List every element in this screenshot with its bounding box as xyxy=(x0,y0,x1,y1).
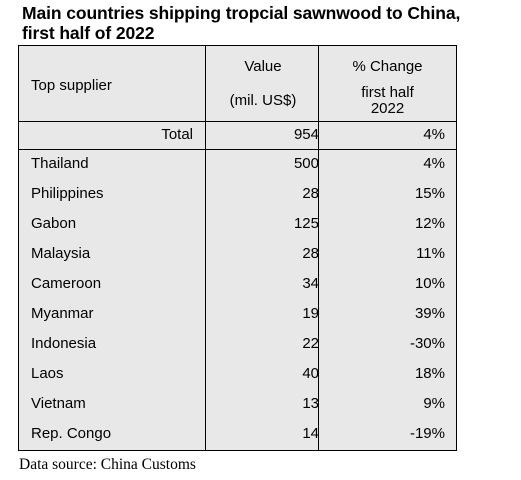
supplier-change: 11% xyxy=(416,245,445,262)
supplier-value: 125 xyxy=(293,215,319,232)
supplier-value: 22 xyxy=(302,335,319,352)
supplier-change: 39% xyxy=(414,305,445,322)
supplier-name: Rep. Congo xyxy=(31,425,112,442)
table-row: Rep. Congo 14 -19% xyxy=(19,420,456,450)
data-source-note: Data source: China Customs xyxy=(19,456,196,473)
supplier-value: 34 xyxy=(302,275,319,292)
supplier-name: Philippines xyxy=(31,185,104,202)
supplier-value: 28 xyxy=(302,245,319,262)
supplier-value: 14 xyxy=(302,425,319,442)
supplier-name: Thailand xyxy=(31,155,89,172)
supplier-value: 500 xyxy=(293,155,319,172)
supplier-change: 9% xyxy=(423,395,445,412)
chart-title: Main countries shipping tropcial sawnwoo… xyxy=(22,3,521,43)
supplier-change: -19% xyxy=(409,425,445,442)
supplier-change: 18% xyxy=(414,365,445,382)
table-row: Indonesia 22 -30% xyxy=(19,330,456,360)
supplier-name: Vietnam xyxy=(31,395,86,412)
total-label: Total xyxy=(161,126,193,143)
table-row: Laos 40 18% xyxy=(19,360,456,390)
table-body: Thailand 500 4% Philippines 28 15% Gabon 125 12%… xyxy=(19,150,456,450)
chart-title-line-1: Main countries shipping tropcial sawnwoo… xyxy=(22,3,461,23)
header-top-supplier: Top supplier xyxy=(31,77,112,94)
column-divider-1 xyxy=(205,46,206,450)
supplier-change: -30% xyxy=(409,335,445,352)
supplier-value: 28 xyxy=(302,185,319,202)
supplier-value: 13 xyxy=(302,395,319,412)
chart-title-line-2: first half of 2022 xyxy=(22,23,155,43)
supplier-name: Myanmar xyxy=(31,305,94,322)
total-change: 4% xyxy=(423,126,445,143)
supplier-table: Top supplier Value (mil. US$) % Change f… xyxy=(18,45,457,451)
table-row: Myanmar 19 39% xyxy=(19,300,456,330)
supplier-change: 15% xyxy=(414,185,445,202)
supplier-change: 12% xyxy=(414,215,445,232)
header-change: % Change xyxy=(352,58,423,75)
header-value: Value xyxy=(244,58,282,75)
supplier-name: Laos xyxy=(31,365,64,382)
header-change-period: first half xyxy=(361,84,414,101)
total-row: Total 954 4% xyxy=(19,122,456,150)
table-row: Vietnam 13 9% xyxy=(19,390,456,420)
table-row: Gabon 125 12% xyxy=(19,210,456,240)
table-row: Malaysia 28 11% xyxy=(19,240,456,270)
supplier-value: 40 xyxy=(302,365,319,382)
supplier-change: 10% xyxy=(414,275,445,292)
header-value-unit: (mil. US$) xyxy=(229,92,297,109)
supplier-value: 19 xyxy=(302,305,319,322)
supplier-name: Indonesia xyxy=(31,335,97,352)
table-header: Top supplier Value (mil. US$) % Change f… xyxy=(19,46,456,122)
supplier-name: Malaysia xyxy=(31,245,91,262)
table-row: Cameroon 34 10% xyxy=(19,270,456,300)
total-value: 954 xyxy=(293,126,319,143)
supplier-name: Gabon xyxy=(31,215,77,232)
table-row: Philippines 28 15% xyxy=(19,180,456,210)
header-change-year: 2022 xyxy=(370,100,405,117)
column-divider-2 xyxy=(318,46,319,450)
table-row: Thailand 500 4% xyxy=(19,150,456,180)
supplier-name: Cameroon xyxy=(31,275,102,292)
supplier-change: 4% xyxy=(423,155,445,172)
